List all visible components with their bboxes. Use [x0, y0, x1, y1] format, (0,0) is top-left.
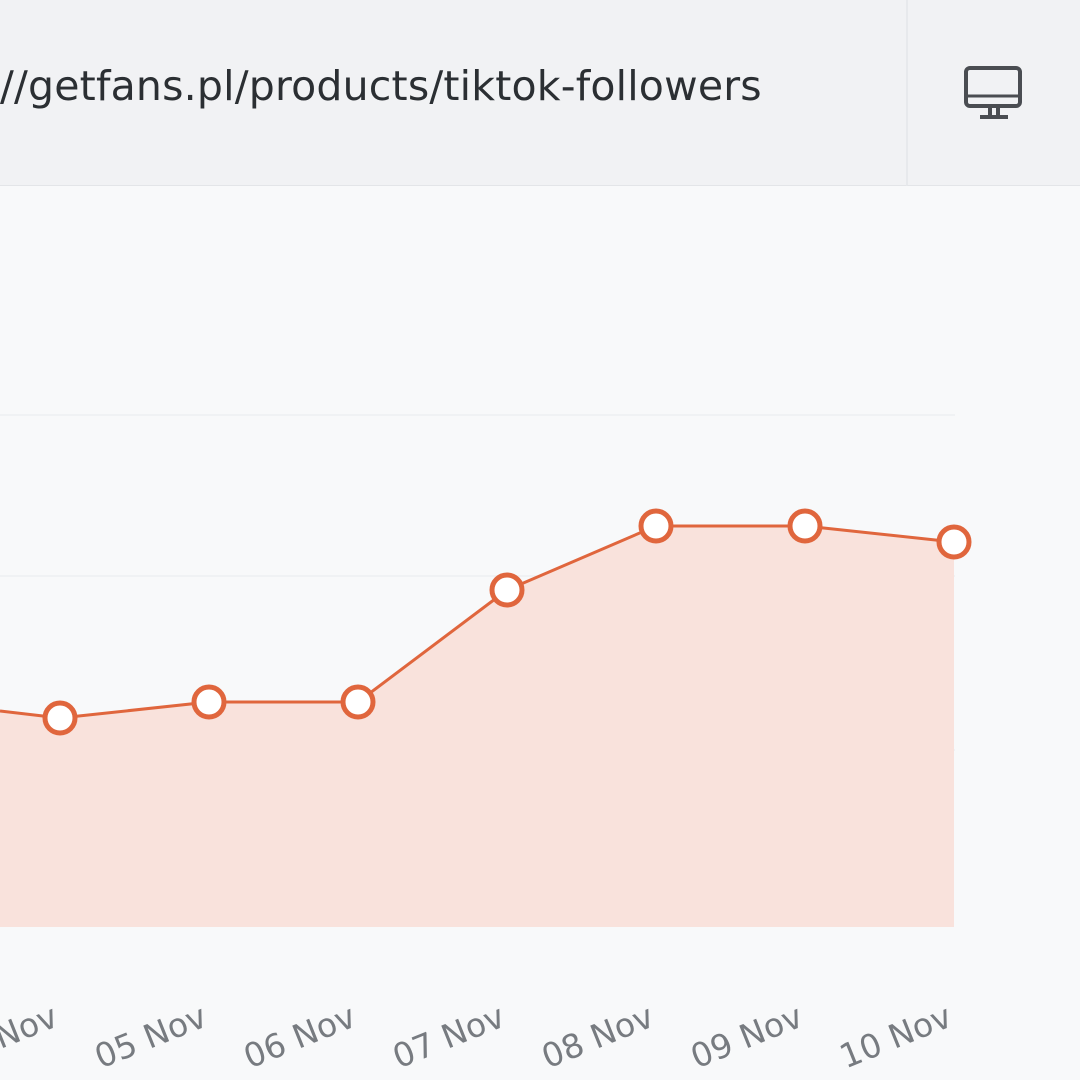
desktop-view-toggle[interactable]: [964, 64, 1024, 124]
x-tick-label: 10 Nov: [834, 996, 957, 1076]
x-tick-label: 07 Nov: [387, 996, 510, 1076]
followers-chart-area: Nov 05 Nov 06 Nov 07 Nov 08 Nov 09 Nov 10 Nov: [0, 187, 1080, 1080]
x-tick-label: 08 Nov: [536, 996, 659, 1076]
followers-chart: Nov 05 Nov 06 Nov 07 Nov 08 Nov 09 Nov 10 Nov: [0, 414, 972, 1076]
url-text[interactable]: //getfans.pl/products/tiktok-followers: [0, 62, 762, 110]
chart-area-fill: [0, 526, 954, 927]
data-point-09-nov[interactable]: [787, 508, 823, 544]
area-fill: [0, 526, 954, 927]
device-preview-panel: [906, 0, 1080, 186]
x-tick-label: 06 Nov: [238, 996, 361, 1076]
data-point-08-nov[interactable]: [638, 508, 674, 544]
chart-line: [0, 524, 955, 720]
x-tick-label: 05 Nov: [89, 996, 212, 1076]
data-point-10-nov[interactable]: [936, 524, 972, 560]
data-point-04-nov[interactable]: [42, 700, 78, 736]
data-point-06-nov[interactable]: [340, 684, 376, 720]
desktop-monitor-icon: [964, 66, 1022, 119]
x-axis-tick-labels: Nov 05 Nov 06 Nov 07 Nov 08 Nov 09 Nov 10 Nov: [0, 996, 957, 1076]
series-line: [0, 524, 955, 720]
x-tick-label: 09 Nov: [685, 996, 808, 1076]
data-point-07-nov[interactable]: [489, 572, 525, 608]
address-bar[interactable]: //getfans.pl/products/tiktok-followers: [0, 0, 906, 186]
x-tick-label: Nov: [0, 996, 63, 1056]
data-point-05-nov[interactable]: [191, 684, 227, 720]
chart-markers: [42, 508, 972, 736]
